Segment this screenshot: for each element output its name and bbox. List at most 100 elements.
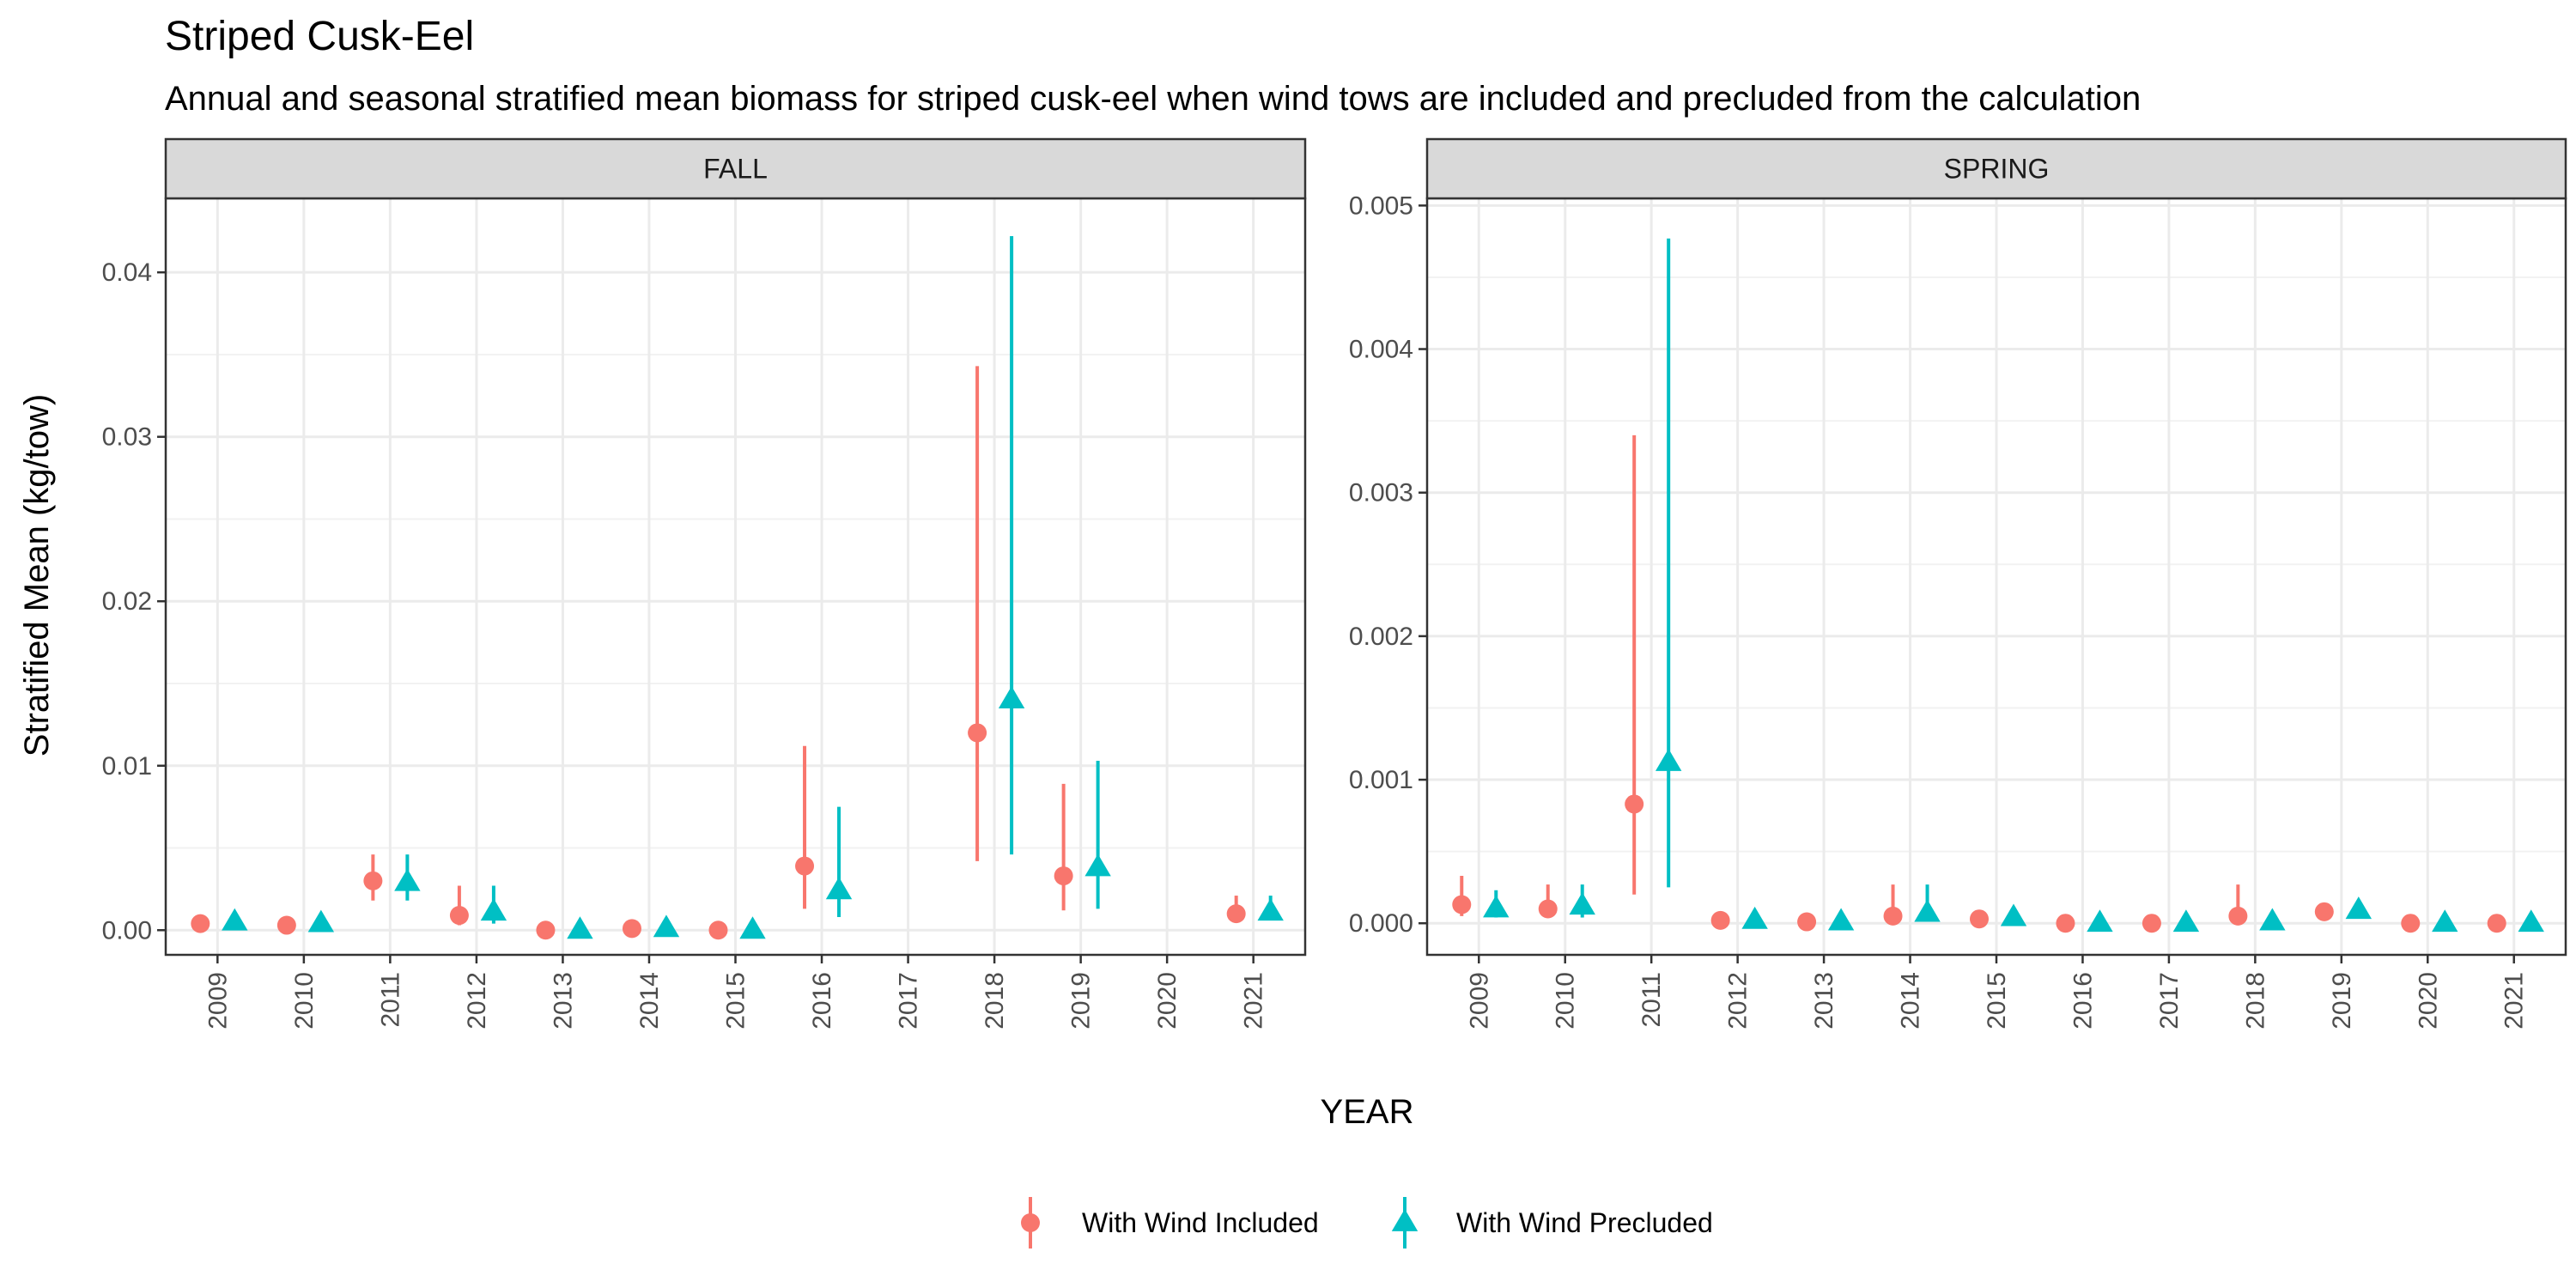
x-tick-label: 2020 — [1153, 972, 1182, 1030]
x-tick-label: 2011 — [376, 972, 404, 1028]
x-tick-label: 2017 — [895, 972, 923, 1030]
chart-subtitle: Annual and seasonal stratified mean biom… — [165, 80, 2141, 118]
data-point — [2259, 908, 2286, 931]
y-tick-label: 0.003 — [1349, 479, 1413, 507]
legend-key-triangle — [1391, 1209, 1419, 1231]
data-point — [1569, 892, 1595, 915]
y-tick-label: 0.04 — [102, 258, 152, 287]
x-tick-label: 2010 — [290, 972, 319, 1030]
data-point — [2487, 914, 2506, 933]
legend-key-circle — [1021, 1213, 1040, 1232]
facet-strip — [1425, 137, 2567, 200]
panel-fall: 0.00 0.01 0.02 0.03 0.04 2009 2010 2011 2012 2013… — [102, 137, 1307, 1030]
data-point — [2142, 914, 2161, 933]
data-point — [1257, 898, 1284, 921]
x-axis-title: YEAR — [1321, 1093, 1414, 1131]
y-tick-label: 0.00 — [102, 916, 152, 945]
data-point — [2345, 896, 2372, 920]
data-point — [2172, 909, 2200, 933]
data-point — [2000, 903, 2027, 927]
data-point — [1538, 899, 1558, 919]
series-included — [1452, 434, 2506, 933]
data-point — [222, 908, 248, 931]
x-tick-label: 2017 — [2155, 972, 2184, 1030]
x-tick-label: 2016 — [808, 972, 836, 1030]
data-point — [1970, 909, 1989, 929]
legend: With Wind Included With Wind Precluded — [1021, 1197, 1713, 1249]
x-tick-label: 2019 — [1067, 972, 1096, 1030]
facet-strip-label: SPRING — [1944, 154, 2050, 185]
data-point — [2228, 906, 2248, 926]
y-tick-label: 0.01 — [102, 752, 152, 781]
data-point — [449, 906, 469, 926]
data-point — [622, 919, 641, 939]
data-point — [1797, 912, 1817, 932]
y-tick-label: 0.02 — [102, 587, 152, 616]
data-point — [1741, 906, 1768, 929]
data-point — [825, 877, 853, 900]
x-tick-label: 2012 — [463, 972, 491, 1030]
x-tick-label: 2018 — [981, 972, 1009, 1030]
x-tick-label: 2016 — [2069, 972, 2097, 1030]
legend-label: With Wind Included — [1082, 1207, 1319, 1238]
y-tick-label: 0.002 — [1349, 623, 1413, 651]
facet-strip — [164, 137, 1307, 200]
data-point — [653, 914, 680, 938]
data-point — [536, 920, 556, 940]
series-precluded — [1483, 238, 2544, 933]
data-point — [739, 916, 766, 939]
data-point — [1084, 854, 1111, 877]
legend-item-included: With Wind Included — [1021, 1197, 1319, 1249]
data-point — [1914, 899, 1941, 922]
x-tick-label: 2011 — [1637, 972, 1666, 1028]
data-point — [1452, 895, 1472, 914]
y-axis-title: Stratified Mean (kg/tow) — [18, 394, 56, 756]
series-included — [191, 366, 1246, 940]
facet-panels: 0.00 0.01 0.02 0.03 0.04 2009 2010 2011 2012 2013… — [102, 137, 2567, 1030]
y-tick-label: 0.000 — [1349, 909, 1413, 938]
data-point — [191, 914, 210, 933]
facet-strip-label: FALL — [703, 154, 768, 185]
x-tick-label: 2021 — [2500, 972, 2529, 1030]
data-point — [480, 898, 507, 921]
y-tick-label: 0.005 — [1349, 191, 1413, 220]
legend-label: With Wind Precluded — [1456, 1207, 1713, 1238]
data-point — [567, 916, 593, 939]
x-tick-label: 2018 — [2241, 972, 2269, 1030]
data-point — [795, 856, 815, 876]
data-point — [307, 909, 335, 933]
x-tick-label: 2013 — [1810, 972, 1838, 1030]
data-point — [2087, 909, 2113, 933]
data-point — [394, 868, 421, 891]
data-point — [1827, 908, 1855, 931]
data-point — [1054, 866, 1073, 886]
data-point — [363, 871, 383, 890]
x-tick-label: 2015 — [1983, 972, 2011, 1030]
data-point — [968, 723, 987, 743]
x-tick-label: 2019 — [2328, 972, 2356, 1030]
x-tick-label: 2012 — [1724, 972, 1753, 1030]
x-tick-label: 2009 — [204, 972, 232, 1030]
y-tick-label: 0.004 — [1349, 336, 1413, 364]
chart-title: Striped Cusk-Eel — [165, 14, 474, 59]
data-point — [2401, 914, 2421, 933]
data-point — [1625, 794, 1644, 814]
series-precluded — [222, 236, 1284, 939]
x-tick-label: 2014 — [1897, 972, 1925, 1030]
legend-item-precluded: With Wind Precluded — [1391, 1197, 1713, 1249]
data-point — [998, 686, 1025, 709]
x-tick-label: 2009 — [1465, 972, 1493, 1030]
x-tick-label: 2020 — [2414, 972, 2442, 1030]
data-point — [2314, 902, 2334, 921]
data-point — [1655, 748, 1682, 771]
x-tick-label: 2010 — [1552, 972, 1580, 1030]
x-tick-label: 2013 — [549, 972, 577, 1030]
data-point — [1226, 904, 1246, 924]
y-tick-label: 0.001 — [1349, 766, 1413, 794]
data-point — [2056, 914, 2075, 933]
data-point — [1883, 906, 1903, 926]
data-point — [2432, 909, 2458, 933]
data-point — [1710, 910, 1730, 930]
x-tick-label: 2014 — [635, 972, 664, 1030]
